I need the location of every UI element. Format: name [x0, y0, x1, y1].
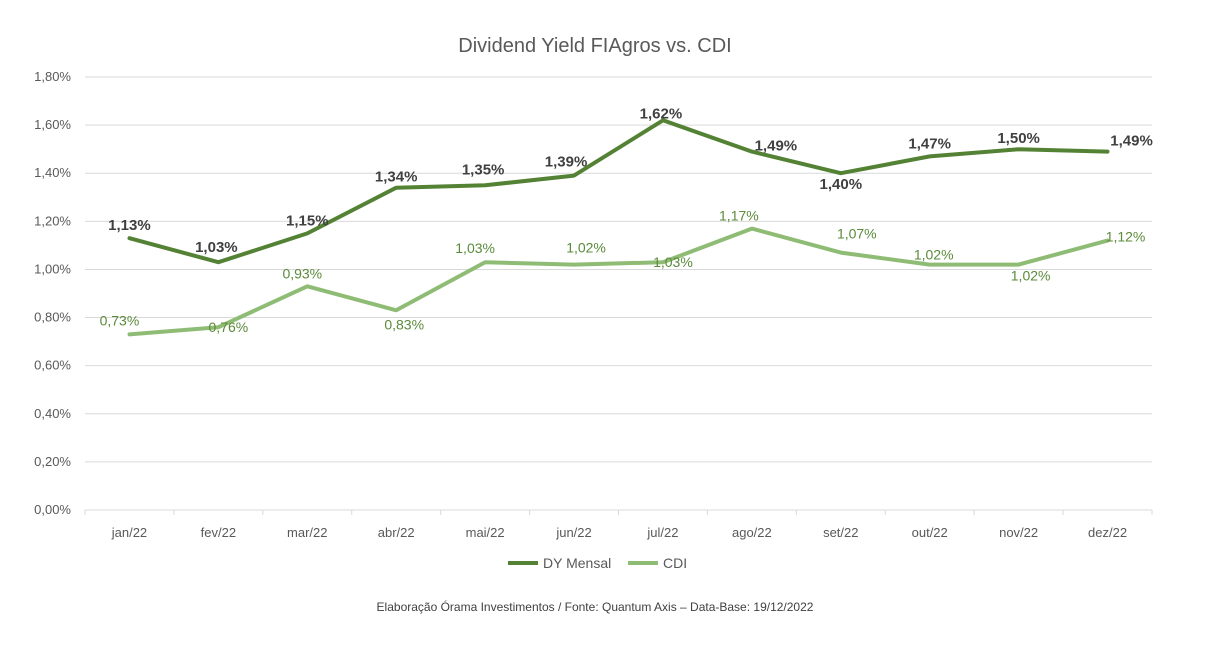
- x-tick-label: fev/22: [201, 525, 236, 540]
- series-lines: [127, 118, 1110, 337]
- series-line-cdi: [127, 226, 1110, 337]
- data-label-dy-mensal: 1,35%: [462, 161, 505, 178]
- data-label-cdi: 0,83%: [384, 316, 424, 332]
- data-label-dy-mensal: 1,34%: [375, 169, 418, 186]
- data-label-cdi: 1,02%: [566, 240, 606, 256]
- x-tick-label: dez/22: [1088, 525, 1127, 540]
- x-axis-ticks: jan/22 fev/22 mar/22 abr/22 mai/22 jun/22 jul/…: [84, 510, 1153, 540]
- data-label-cdi: 1,17%: [719, 208, 759, 224]
- x-tick-label: abr/22: [378, 525, 415, 540]
- x-tick-label: mai/22: [466, 525, 505, 540]
- x-tick-label: jan/22: [111, 525, 147, 540]
- data-label-dy-mensal: 1,62%: [640, 105, 683, 122]
- x-tick-label: jul/22: [646, 525, 678, 540]
- legend: DY Mensal CDI: [508, 555, 687, 571]
- legend-label-dy: DY Mensal: [543, 555, 611, 571]
- y-tick-label: 0,40%: [34, 406, 71, 421]
- data-label-cdi: 0,73%: [100, 312, 140, 328]
- data-label-cdi: 1,12%: [1106, 229, 1146, 245]
- y-axis-ticks: 0,00% 0,20% 0,40% 0,60% 0,80% 1,00% 1,20% 1,40%…: [34, 69, 71, 517]
- data-label-cdi: 1,03%: [653, 254, 693, 270]
- data-label-cdi: 1,02%: [914, 247, 954, 263]
- series-line-dy-mensal: [127, 118, 1110, 265]
- x-tick-label: set/22: [823, 525, 858, 540]
- y-tick-label: 0,00%: [34, 502, 71, 517]
- data-labels: 1,13% 1,03% 1,15% 1,34% 1,35% 1,39% 1,62% 1,49%…: [100, 105, 1153, 335]
- data-label-dy-mensal: 1,49%: [1110, 133, 1153, 150]
- data-label-cdi: 1,03%: [455, 240, 495, 256]
- data-label-dy-mensal: 1,39%: [545, 154, 588, 171]
- data-label-cdi: 1,02%: [1011, 268, 1051, 284]
- y-tick-label: 1,20%: [34, 213, 71, 228]
- x-tick-label: jun/22: [555, 525, 591, 540]
- data-label-dy-mensal: 1,50%: [997, 130, 1040, 147]
- y-tick-label: 1,40%: [34, 165, 71, 180]
- legend-label-cdi: CDI: [663, 555, 687, 571]
- y-tick-label: 0,20%: [34, 454, 71, 469]
- chart-title: Dividend Yield FIAgros vs. CDI: [458, 35, 731, 57]
- data-label-dy-mensal: 1,03%: [195, 239, 238, 256]
- data-label-cdi: 1,07%: [837, 226, 877, 242]
- y-tick-label: 1,60%: [34, 117, 71, 132]
- x-tick-label: out/22: [912, 525, 948, 540]
- data-label-dy-mensal: 1,49%: [755, 138, 798, 155]
- data-label-cdi: 0,93%: [282, 265, 322, 281]
- x-tick-label: nov/22: [999, 525, 1038, 540]
- y-tick-label: 1,00%: [34, 261, 71, 276]
- data-label-dy-mensal: 1,47%: [908, 135, 951, 152]
- x-tick-label: mar/22: [287, 525, 327, 540]
- y-tick-label: 0,80%: [34, 310, 71, 325]
- data-label-dy-mensal: 1,15%: [286, 212, 329, 229]
- x-tick-label: ago/22: [732, 525, 772, 540]
- data-label-dy-mensal: 1,40%: [820, 176, 863, 193]
- data-label-cdi: 0,76%: [209, 319, 249, 335]
- y-tick-label: 0,60%: [34, 358, 71, 373]
- y-tick-label: 1,80%: [34, 69, 71, 84]
- data-label-dy-mensal: 1,13%: [108, 217, 151, 234]
- gridlines: [85, 76, 1152, 511]
- source-note: Elaboração Órama Investimentos / Fonte: …: [377, 599, 814, 614]
